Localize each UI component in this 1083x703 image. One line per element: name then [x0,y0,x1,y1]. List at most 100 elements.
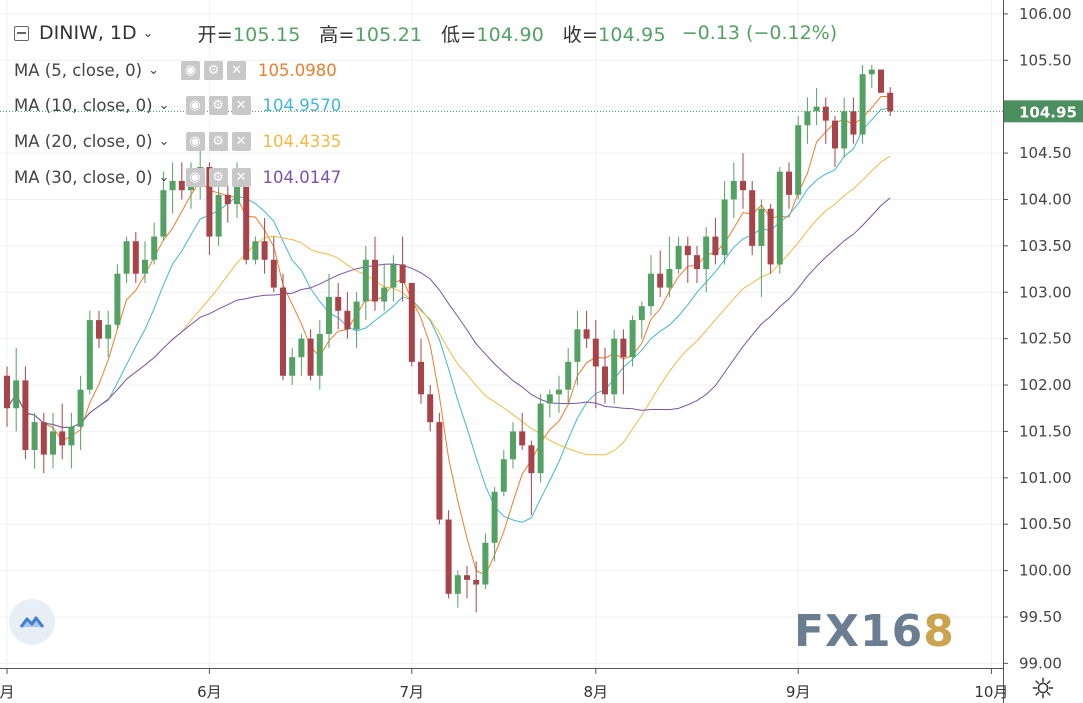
eye-icon[interactable]: ◉ [185,167,205,187]
candle-body [868,69,875,75]
close-icon[interactable]: ✕ [231,131,251,151]
indicator-label[interactable]: MA (5, close, 0) [14,60,143,80]
candle-body [712,236,719,256]
candle [638,301,645,339]
indicator-ma30[interactable]: MA (30, close, 0) ⌄ ◉ ⚙ ✕ 104.0147 [14,164,341,190]
candle-body [648,273,654,307]
indicator-label[interactable]: MA (10, close, 0) [14,95,153,115]
eye-icon[interactable]: ◉ [181,60,201,80]
indicator-ma10[interactable]: MA (10, close, 0) ⌄ ◉ ⚙ ✕ 104.9570 [14,92,341,118]
chevron-down-icon[interactable]: ⌄ [158,97,170,113]
candle-body [132,241,139,274]
gear-icon[interactable]: ⚙ [208,95,228,115]
price-tick-label: 102.00 [1019,376,1072,394]
tradingview-logo-button[interactable] [9,599,55,645]
candle-body [454,575,461,594]
price-tick-label: 102.50 [1019,330,1072,348]
price-tick-label: 100.50 [1019,515,1072,533]
candle-body [565,361,572,390]
gear-icon[interactable]: ⚙ [208,167,228,187]
candle [887,87,894,116]
close-icon[interactable]: ✕ [231,95,251,115]
candle-body [887,92,894,112]
symbol-label[interactable]: DINIW, 1D [39,22,137,44]
candle [730,162,737,219]
eye-icon[interactable]: ◉ [185,95,205,115]
candle [675,236,682,274]
settings-gear-icon[interactable] [1032,677,1054,699]
indicator-label[interactable]: MA (20, close, 0) [14,131,153,151]
close-label: 收= [562,23,599,46]
candle [399,236,406,302]
candle [22,366,29,460]
candle-body [629,320,636,358]
candle-body [13,380,20,409]
candle [657,250,664,297]
indicator-ma20[interactable]: MA (20, close, 0) ⌄ ◉ ⚙ ✕ 104.4335 [14,128,341,154]
candle-body [510,431,516,460]
collapse-icon[interactable] [14,25,29,41]
candle-body [491,491,498,543]
time-tick-label: 7月 [400,683,425,701]
indicator-value: 104.4335 [262,131,342,151]
candle-body [96,320,102,339]
candle [427,385,434,432]
candle [261,218,268,274]
chevron-down-icon[interactable]: ⌄ [158,133,170,149]
candle [620,329,627,395]
price-tick-label: 103.00 [1019,283,1072,301]
chevron-down-icon[interactable]: ⌄ [158,169,170,185]
close-icon[interactable]: ✕ [231,167,251,187]
chevron-down-icon[interactable]: ⌄ [148,62,160,78]
cloud-chart-icon [19,616,45,628]
candle-body [602,366,608,395]
candle [767,204,774,274]
candle [537,394,544,483]
candle-body [721,199,728,256]
candle-body [546,394,553,404]
last-price-tag [1004,100,1083,123]
eye-icon[interactable]: ◉ [185,131,205,151]
candle [868,64,875,89]
candle [436,412,443,525]
gear-icon[interactable]: ⚙ [204,60,224,80]
candle-body [583,329,590,339]
indicator-label[interactable]: MA (30, close, 0) [14,167,153,187]
candle-body [436,422,443,520]
ma-line [6,197,891,428]
candle-body [675,245,682,270]
candle [307,329,314,381]
candle [243,180,250,265]
time-tick-label: 6月 [197,683,222,701]
price-tick-label: 99.00 [1019,654,1062,672]
candle-body [206,167,213,237]
candle [500,449,507,497]
gear-icon[interactable]: ⚙ [208,131,228,151]
candle-body [224,194,231,205]
candle [611,329,618,404]
candle [648,255,654,316]
close-icon[interactable]: ✕ [227,60,247,80]
candle [50,412,56,469]
candle-body [307,338,314,376]
candle-body [795,125,802,195]
candle [252,236,259,265]
candle [114,264,121,330]
candle-body [86,320,93,390]
candle-body [776,171,783,265]
candle-body [344,310,351,330]
candle [362,245,369,321]
chevron-down-icon[interactable]: ⌄ [142,25,154,41]
candle [224,185,231,223]
candle [583,310,590,348]
time-tick-label: 10月 [974,683,1008,701]
candle-body [31,422,38,450]
candle-body [684,245,691,256]
candle-body [77,389,84,427]
candle [316,320,323,390]
price-tick-label: 106.00 [1019,5,1072,23]
candle-body [270,259,277,288]
indicator-ma5[interactable]: MA (5, close, 0) ⌄ ◉ ⚙ ✕ 105.0980 [14,57,337,83]
candle-body [528,445,535,474]
